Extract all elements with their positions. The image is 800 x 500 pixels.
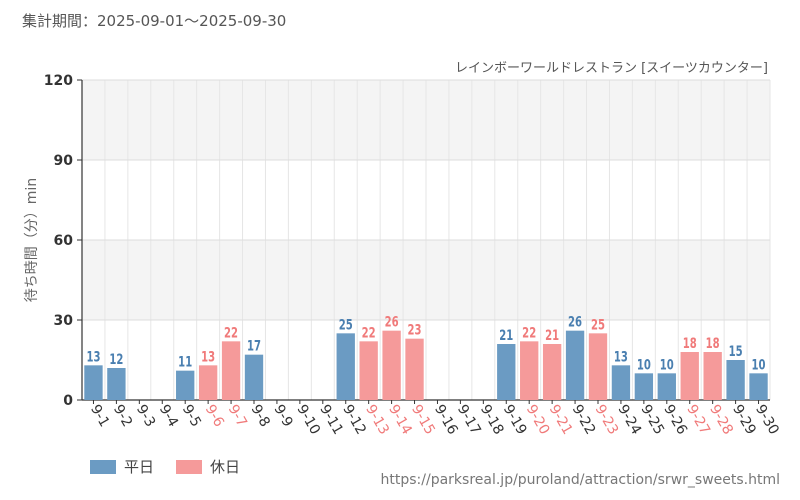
bar-label-9-20: 22 xyxy=(522,325,536,341)
bar-label-9-8: 17 xyxy=(247,338,261,354)
bar-label-9-25: 10 xyxy=(637,357,651,373)
y-tick-label: 30 xyxy=(54,313,74,329)
x-tick-label-9-24: 9-24 xyxy=(614,402,644,438)
bar-9-1 xyxy=(84,365,103,400)
x-tick-label-9-21: 9-21 xyxy=(546,402,576,438)
bar-label-9-27: 18 xyxy=(683,335,697,351)
bar-9-27 xyxy=(680,352,699,400)
legend-label-holiday: 休日 xyxy=(210,458,241,476)
bar-label-9-5: 11 xyxy=(178,354,192,370)
x-tick-label-9-7: 9-7 xyxy=(225,402,250,430)
bar-label-9-13: 22 xyxy=(362,325,376,341)
y-tick-label: 120 xyxy=(44,73,73,89)
x-tick-label-9-28: 9-28 xyxy=(706,402,736,438)
x-tick-label-9-17: 9-17 xyxy=(454,402,484,438)
chart-title: レインボーワールドレストラン [スイーツカウンター] xyxy=(455,61,768,76)
x-tick-label-9-6: 9-6 xyxy=(202,402,227,430)
x-tick-label-9-16: 9-16 xyxy=(431,402,461,438)
x-tick-label-9-27: 9-27 xyxy=(683,402,713,438)
bar-label-9-23: 25 xyxy=(591,317,605,333)
legend: 平日 休日 xyxy=(90,456,254,477)
period-label: 集計期間：2025-09-01～2025-09-30 xyxy=(22,12,287,30)
x-tick-label-9-15: 9-15 xyxy=(408,402,438,438)
x-tick-label-9-13: 9-13 xyxy=(362,402,392,438)
legend-item-weekday: 平日 xyxy=(90,456,154,477)
x-tick-label-9-23: 9-23 xyxy=(592,402,622,438)
bar-label-9-28: 18 xyxy=(706,335,720,351)
bar-label-9-7: 22 xyxy=(224,325,238,341)
x-tick-label-9-4: 9-4 xyxy=(156,402,181,430)
legend-swatch-holiday xyxy=(176,459,203,474)
x-tick-label-9-12: 9-12 xyxy=(339,402,369,438)
x-tick-label-9-29: 9-29 xyxy=(729,402,759,438)
x-tick-label-9-19: 9-19 xyxy=(500,402,530,438)
x-tick-label-9-18: 9-18 xyxy=(477,402,507,438)
x-tick-label-9-20: 9-20 xyxy=(523,402,553,438)
bar-9-29 xyxy=(726,360,745,400)
bar-9-6 xyxy=(198,365,218,400)
x-tick-label-9-8: 9-8 xyxy=(248,402,273,430)
bar-label-9-29: 15 xyxy=(729,343,743,359)
x-tick-label-9-2: 9-2 xyxy=(110,402,135,430)
bar-label-9-19: 21 xyxy=(499,327,513,343)
bar-label-9-14: 26 xyxy=(385,314,399,330)
bar-9-14 xyxy=(382,330,401,400)
y-tick-label: 90 xyxy=(54,153,74,169)
bar-label-9-1: 13 xyxy=(86,349,100,365)
source-url: https://parksreal.jp/puroland/attraction… xyxy=(380,472,780,488)
bar-9-22 xyxy=(565,330,585,400)
bar-label-9-21: 21 xyxy=(545,327,559,343)
bar-9-7 xyxy=(221,341,241,400)
bar-9-5 xyxy=(176,370,195,400)
bar-label-9-30: 10 xyxy=(752,357,766,373)
bar-9-8 xyxy=(244,354,264,400)
x-tick-label-9-10: 9-10 xyxy=(293,402,323,438)
bar-label-9-6: 13 xyxy=(201,349,215,365)
x-tick-label-9-3: 9-3 xyxy=(133,402,158,430)
bar-label-9-26: 10 xyxy=(660,357,674,373)
x-tick-label-9-11: 9-11 xyxy=(316,402,346,438)
x-tick-label-9-30: 9-30 xyxy=(752,402,782,438)
x-tick-label-9-5: 9-5 xyxy=(179,402,204,430)
bar-9-20 xyxy=(520,341,539,400)
x-tick-label-9-14: 9-14 xyxy=(385,402,415,438)
bar-9-13 xyxy=(359,341,378,400)
bar-label-9-2: 12 xyxy=(109,351,123,367)
bar-9-21 xyxy=(542,344,562,400)
legend-item-holiday: 休日 xyxy=(176,456,240,477)
bar-9-30 xyxy=(749,373,768,400)
bar-9-15 xyxy=(405,338,424,400)
legend-swatch-weekday xyxy=(90,459,116,474)
bar-label-9-15: 23 xyxy=(408,322,422,338)
bar-label-9-12: 25 xyxy=(339,317,353,333)
legend-label-weekday: 平日 xyxy=(124,458,155,476)
bar-9-26 xyxy=(657,373,676,400)
bar-9-12 xyxy=(336,333,355,400)
bar-label-9-24: 13 xyxy=(614,349,628,365)
bar-9-23 xyxy=(588,333,608,400)
x-tick-label-9-1: 9-1 xyxy=(87,402,112,430)
x-tick-label-9-9: 9-9 xyxy=(270,402,295,430)
y-axis-label: 待ち時間（分）min xyxy=(24,178,40,302)
bar-9-24 xyxy=(611,365,631,400)
x-tick-label-9-22: 9-22 xyxy=(569,402,599,438)
bar-9-25 xyxy=(634,373,654,400)
bar-9-28 xyxy=(703,352,722,400)
bar-9-19 xyxy=(497,344,516,400)
x-tick-label-9-25: 9-25 xyxy=(637,402,667,438)
y-tick-label: 0 xyxy=(63,393,73,409)
bar-9-2 xyxy=(107,368,126,400)
y-tick-label: 60 xyxy=(54,233,74,249)
x-tick-label-9-26: 9-26 xyxy=(660,402,690,438)
bar-label-9-22: 26 xyxy=(568,314,582,330)
